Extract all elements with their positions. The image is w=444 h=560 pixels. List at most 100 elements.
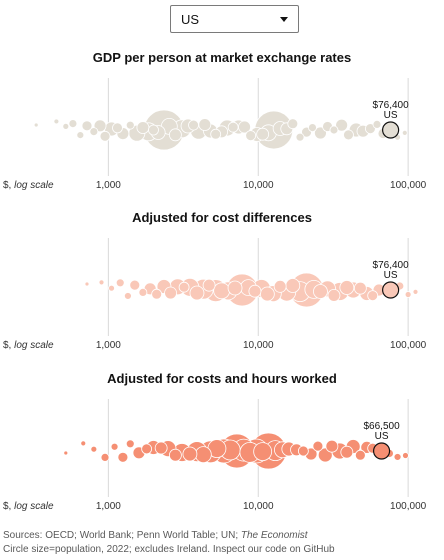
country-bubble: [402, 452, 409, 459]
country-bubble: [327, 289, 341, 302]
x-axis-label: $, log scale: [3, 340, 54, 351]
highlight-country-label: US: [384, 270, 398, 281]
country-bubble: [308, 123, 317, 132]
country-bubble: [210, 128, 222, 140]
chevron-down-icon: [280, 17, 288, 22]
country-bubble: [393, 453, 402, 461]
country-bubble: [313, 284, 328, 299]
country-bubble: [364, 123, 376, 134]
country-bubble: [178, 281, 190, 293]
country-bubble: [100, 453, 110, 462]
country-bubble: [404, 291, 412, 298]
country-bubble: [81, 120, 93, 132]
tick-label: 100,000: [390, 180, 427, 191]
tick-label: 100,000: [390, 340, 427, 351]
tick-label: 10,000: [243, 180, 274, 191]
country-bubble: [202, 278, 216, 292]
country-bubble: [53, 118, 60, 125]
highlight-value-label: $76,400: [373, 100, 410, 111]
country-bubble: [188, 119, 199, 131]
country-bubble: [115, 278, 125, 288]
country-bubble: [297, 445, 309, 457]
country-bubble: [98, 279, 105, 286]
country-bubble: [168, 448, 182, 462]
sources-text: Sources: OECD; World Bank; Penn World Ta…: [3, 530, 241, 541]
country-bubble: [125, 120, 135, 130]
country-bubble: [110, 442, 119, 451]
x-axis-scale: log scale: [14, 501, 54, 512]
country-bubble: [99, 130, 111, 142]
country-bubble: [295, 132, 305, 142]
country-bubble: [285, 278, 301, 293]
country-bubble: [340, 445, 354, 459]
country-bubble: [168, 128, 182, 142]
country-bubble: [108, 284, 115, 292]
country-bubble: [138, 288, 148, 297]
highlight-value-label: $76,400: [373, 260, 410, 271]
country-bubble: [312, 440, 324, 452]
sources-note: Sources: OECD; World Bank; Penn World Ta…: [3, 530, 308, 541]
x-axis-scale: log scale: [14, 180, 54, 191]
country-bubble: [343, 129, 354, 141]
country-bubble: [154, 441, 168, 455]
country-bubble: [287, 118, 299, 130]
circle-size-note: Circle size=population, 2022; excludes I…: [3, 544, 335, 555]
country-bubble: [335, 118, 349, 132]
country-bubble: [68, 119, 78, 128]
country-bubble: [89, 127, 99, 136]
tick-label: 1,000: [96, 340, 121, 351]
country-bubble: [227, 280, 243, 296]
country-bubble: [124, 292, 132, 300]
country-bubble: [329, 125, 339, 135]
country-bubble: [367, 290, 379, 301]
tick-label: 10,000: [243, 501, 274, 512]
x-axis-label: $, log scale: [3, 180, 54, 191]
panel-title-cost: Adjusted for cost differences: [132, 210, 312, 225]
country-bubble: [141, 443, 153, 455]
country-bubble: [194, 446, 212, 463]
country-bubble: [339, 280, 355, 295]
highlight-country-label: US: [375, 431, 389, 442]
highlight-bubble: [382, 121, 400, 139]
country-bubble: [248, 284, 262, 298]
country-bubble: [125, 439, 135, 449]
highlight-bubble: [382, 281, 400, 299]
x-axis-label: $, log scale: [3, 501, 54, 512]
country-bubble: [84, 281, 90, 287]
country-bubble: [33, 122, 39, 128]
country-bubble: [117, 451, 129, 463]
tick-label: 100,000: [390, 501, 427, 512]
x-axis-scale: log scale: [14, 340, 54, 351]
country-bubble: [148, 124, 159, 136]
country-bubble: [164, 286, 177, 300]
country-bubble: [182, 446, 198, 462]
country-bubble: [189, 285, 205, 301]
country-select-value: US: [181, 12, 200, 27]
country-bubble: [76, 131, 85, 139]
country-bubble: [129, 279, 141, 291]
country-bubble: [80, 440, 87, 447]
sources-publication: The Economist: [240, 530, 308, 541]
country-bubble: [412, 289, 419, 295]
country-bubble: [325, 439, 339, 453]
country-bubble: [353, 281, 367, 295]
tick-label: 1,000: [96, 501, 121, 512]
country-bubble: [90, 445, 98, 453]
country-bubble: [62, 123, 70, 130]
country-select[interactable]: US: [170, 5, 299, 33]
panel-title-hours: Adjusted for costs and hours worked: [107, 371, 337, 386]
tick-label: 10,000: [243, 340, 274, 351]
country-bubble: [354, 449, 366, 461]
panel-title-market: GDP per person at market exchange rates: [92, 50, 352, 65]
highlight-bubble: [372, 442, 391, 460]
country-bubble: [198, 118, 212, 131]
country-bubble: [253, 442, 273, 461]
country-bubble: [63, 450, 69, 456]
country-bubble: [256, 127, 270, 141]
country-bubble: [213, 282, 231, 300]
country-bubble: [112, 122, 123, 134]
country-bubble: [273, 280, 287, 293]
